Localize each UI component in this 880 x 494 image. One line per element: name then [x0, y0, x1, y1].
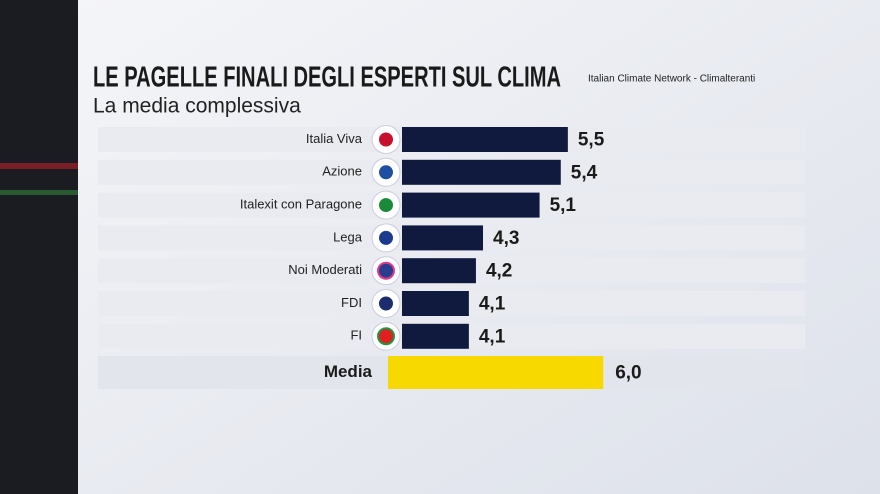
bar	[402, 258, 476, 284]
source: Italian Climate Network - Climalteranti	[588, 74, 755, 85]
party-logo-inner	[377, 228, 395, 247]
bar	[402, 127, 568, 152]
value-label: 4,3	[493, 228, 519, 249]
side-stripe	[0, 163, 78, 169]
value-label: 5,1	[550, 195, 577, 216]
party-logo-inner	[377, 261, 395, 280]
average-bar	[388, 356, 604, 389]
category-label: FI	[350, 328, 362, 343]
bar	[402, 291, 469, 316]
party-logo-inner	[377, 163, 395, 182]
average-label: Media	[324, 362, 373, 381]
party-logo-inner	[377, 196, 395, 215]
category-label: Lega	[333, 229, 363, 244]
chart-title: LE PAGELLE FINALI DEGLI ESPERTI SUL CLIM…	[93, 62, 561, 94]
party-logo-inner	[377, 327, 395, 346]
side-strip	[0, 0, 78, 494]
category-label: Italia Viva	[306, 131, 363, 146]
category-label: Noi Moderati	[288, 262, 362, 277]
bar	[402, 192, 540, 218]
value-label: 4,1	[479, 294, 506, 315]
category-label: Italexit con Paragone	[240, 197, 362, 212]
party-logo-inner	[377, 130, 395, 149]
value-label: 5,5	[578, 130, 605, 151]
value-label: 4,2	[486, 261, 512, 282]
party-logo-inner	[377, 294, 395, 313]
category-label: Azione	[322, 164, 362, 179]
chart-subtitle: La media complessiva	[93, 95, 301, 118]
value-label: 4,1	[479, 326, 506, 347]
bar	[402, 323, 469, 349]
average-value-label: 6,0	[615, 363, 641, 384]
category-label: FDI	[341, 295, 362, 310]
bar	[402, 225, 484, 251]
bar	[402, 159, 561, 185]
side-stripe	[0, 190, 78, 195]
value-label: 5,4	[571, 162, 598, 183]
